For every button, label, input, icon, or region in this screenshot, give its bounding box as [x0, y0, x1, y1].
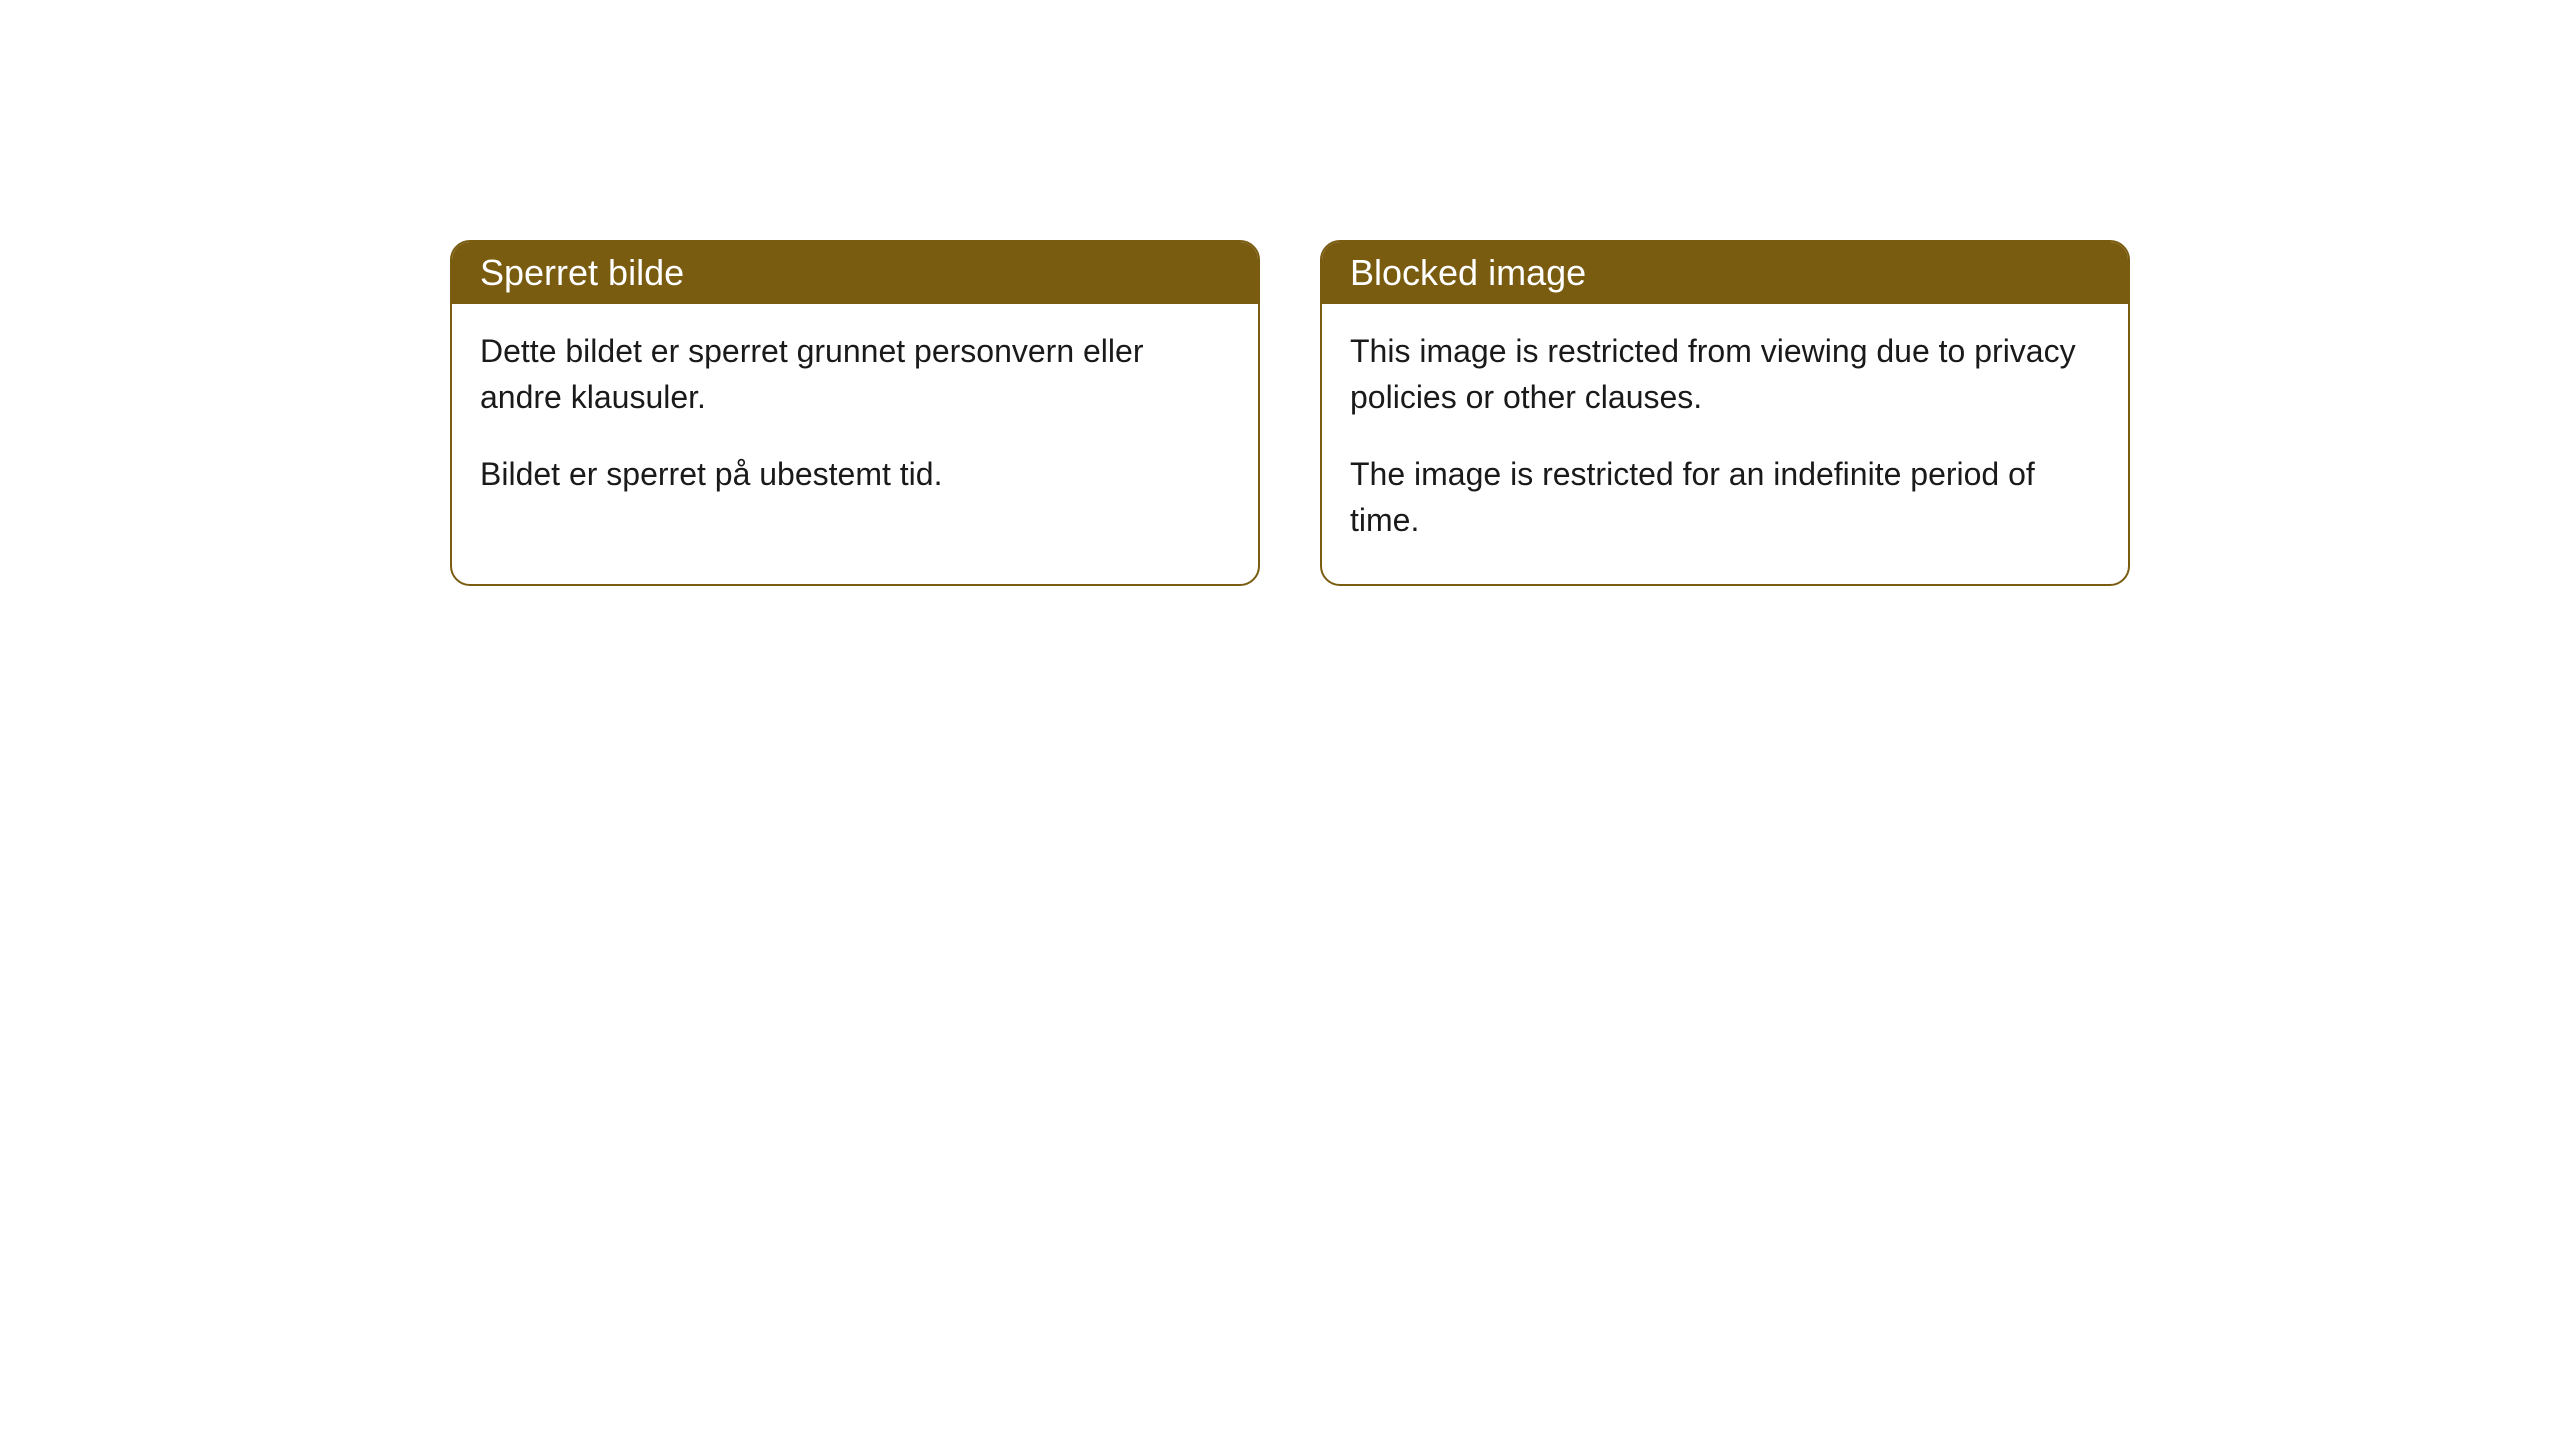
card-body: This image is restricted from viewing du… [1322, 304, 2128, 584]
card-paragraph-1: This image is restricted from viewing du… [1350, 328, 2100, 421]
card-title: Sperret bilde [452, 242, 1258, 304]
blocked-image-card-norwegian: Sperret bilde Dette bildet er sperret gr… [450, 240, 1260, 586]
card-paragraph-2: Bildet er sperret på ubestemt tid. [480, 451, 1230, 497]
card-title: Blocked image [1322, 242, 2128, 304]
card-paragraph-2: The image is restricted for an indefinit… [1350, 451, 2100, 544]
card-paragraph-1: Dette bildet er sperret grunnet personve… [480, 328, 1230, 421]
cards-container: Sperret bilde Dette bildet er sperret gr… [450, 240, 2130, 586]
card-body: Dette bildet er sperret grunnet personve… [452, 304, 1258, 537]
blocked-image-card-english: Blocked image This image is restricted f… [1320, 240, 2130, 586]
